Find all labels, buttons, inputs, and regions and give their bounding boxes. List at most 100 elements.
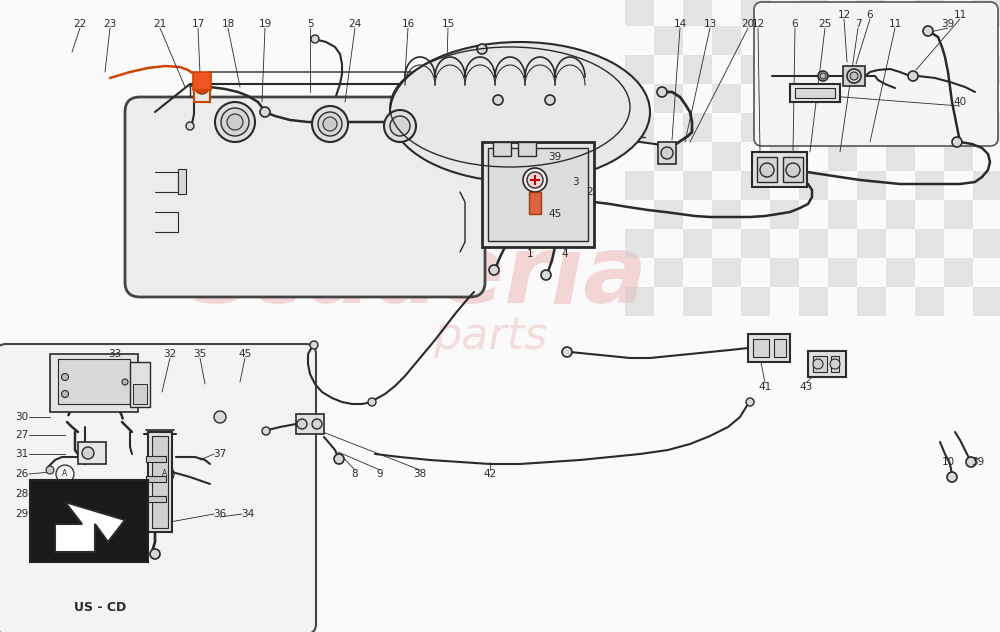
Bar bbox=[813, 356, 827, 372]
Circle shape bbox=[318, 112, 342, 136]
Text: 31: 31 bbox=[15, 449, 29, 459]
Bar bbox=[683, 55, 712, 84]
Bar bbox=[654, 258, 683, 287]
Text: parts: parts bbox=[433, 315, 547, 358]
Bar bbox=[148, 432, 172, 532]
Circle shape bbox=[820, 73, 826, 79]
Bar bbox=[712, 258, 741, 287]
Bar bbox=[973, 55, 1000, 84]
Bar bbox=[770, 84, 799, 113]
Bar bbox=[828, 142, 857, 171]
Text: 1: 1 bbox=[527, 249, 533, 259]
Bar bbox=[482, 142, 594, 247]
Bar bbox=[741, 171, 770, 200]
Text: 30: 30 bbox=[15, 412, 29, 422]
Bar bbox=[625, 229, 654, 258]
Text: 38: 38 bbox=[413, 469, 427, 479]
Circle shape bbox=[923, 26, 933, 36]
Text: 5: 5 bbox=[307, 19, 313, 29]
Bar bbox=[146, 456, 166, 462]
Text: 25: 25 bbox=[818, 19, 832, 29]
Text: 45: 45 bbox=[238, 349, 252, 359]
Bar bbox=[828, 84, 857, 113]
Text: 15: 15 bbox=[441, 19, 455, 29]
Circle shape bbox=[46, 466, 54, 474]
Circle shape bbox=[368, 398, 376, 406]
Bar bbox=[683, 229, 712, 258]
Circle shape bbox=[527, 172, 543, 188]
Circle shape bbox=[312, 106, 348, 142]
Text: 41: 41 bbox=[758, 382, 772, 392]
Bar bbox=[843, 66, 865, 86]
Bar bbox=[50, 354, 138, 412]
Bar bbox=[973, 171, 1000, 200]
Circle shape bbox=[384, 110, 416, 142]
Bar bbox=[774, 339, 786, 357]
Circle shape bbox=[150, 549, 160, 559]
Bar bbox=[770, 258, 799, 287]
Bar bbox=[683, 171, 712, 200]
Bar bbox=[152, 436, 168, 528]
Circle shape bbox=[62, 391, 68, 398]
Bar bbox=[799, 171, 828, 200]
Bar bbox=[625, 55, 654, 84]
Circle shape bbox=[541, 270, 551, 280]
Text: 17: 17 bbox=[191, 19, 205, 29]
Bar bbox=[886, 142, 915, 171]
Text: 8: 8 bbox=[352, 469, 358, 479]
Circle shape bbox=[966, 457, 976, 467]
Bar bbox=[58, 359, 130, 404]
Circle shape bbox=[562, 347, 572, 357]
Bar bbox=[783, 157, 803, 182]
Bar bbox=[799, 55, 828, 84]
Bar bbox=[30, 480, 148, 562]
Circle shape bbox=[310, 341, 318, 349]
Bar bbox=[654, 84, 683, 113]
Circle shape bbox=[214, 411, 226, 423]
Bar bbox=[973, 113, 1000, 142]
Bar bbox=[625, 171, 654, 200]
Bar bbox=[828, 200, 857, 229]
Bar bbox=[915, 0, 944, 26]
Text: 42: 42 bbox=[483, 469, 497, 479]
Bar bbox=[741, 287, 770, 316]
Bar bbox=[795, 88, 835, 98]
Text: 6: 6 bbox=[792, 19, 798, 29]
Circle shape bbox=[221, 108, 249, 136]
Bar bbox=[683, 287, 712, 316]
Circle shape bbox=[952, 137, 962, 147]
Text: scuderia: scuderia bbox=[193, 231, 647, 323]
Circle shape bbox=[545, 95, 555, 105]
Text: 19: 19 bbox=[258, 19, 272, 29]
Bar bbox=[944, 84, 973, 113]
Bar bbox=[712, 26, 741, 55]
Bar bbox=[625, 287, 654, 316]
Bar bbox=[886, 84, 915, 113]
Circle shape bbox=[523, 168, 547, 192]
Bar bbox=[973, 229, 1000, 258]
Bar bbox=[529, 192, 541, 214]
Bar bbox=[944, 142, 973, 171]
Circle shape bbox=[489, 265, 499, 275]
Bar bbox=[944, 258, 973, 287]
Circle shape bbox=[311, 35, 319, 43]
Circle shape bbox=[62, 374, 68, 380]
Bar bbox=[828, 26, 857, 55]
FancyBboxPatch shape bbox=[125, 97, 485, 297]
Text: 23: 23 bbox=[103, 19, 117, 29]
Text: 26: 26 bbox=[15, 469, 29, 479]
Text: 11: 11 bbox=[953, 10, 967, 20]
Text: 34: 34 bbox=[241, 509, 255, 519]
Bar bbox=[748, 334, 790, 362]
Text: US - CD: US - CD bbox=[74, 601, 126, 614]
Circle shape bbox=[195, 80, 209, 94]
Bar bbox=[741, 113, 770, 142]
Bar bbox=[757, 157, 777, 182]
Bar bbox=[915, 287, 944, 316]
Bar bbox=[915, 55, 944, 84]
Circle shape bbox=[122, 379, 128, 385]
Text: 7: 7 bbox=[855, 19, 861, 29]
Bar bbox=[654, 26, 683, 55]
Circle shape bbox=[847, 69, 861, 83]
Circle shape bbox=[661, 147, 673, 159]
